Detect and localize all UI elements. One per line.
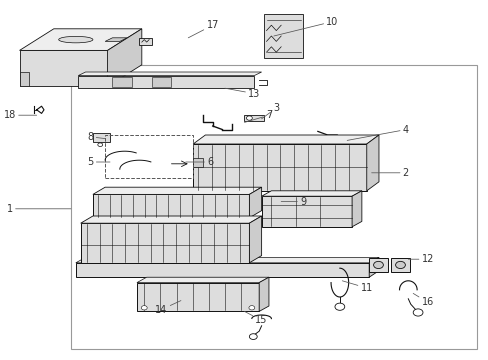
Circle shape bbox=[98, 143, 102, 147]
Polygon shape bbox=[105, 38, 127, 41]
Circle shape bbox=[249, 334, 257, 339]
Polygon shape bbox=[93, 194, 249, 218]
Polygon shape bbox=[20, 50, 107, 86]
Text: 15: 15 bbox=[244, 311, 267, 325]
Polygon shape bbox=[81, 216, 261, 223]
Circle shape bbox=[246, 116, 252, 120]
Polygon shape bbox=[193, 135, 378, 144]
Text: 11: 11 bbox=[342, 281, 372, 293]
Text: 9: 9 bbox=[281, 197, 305, 207]
Polygon shape bbox=[81, 223, 249, 263]
Polygon shape bbox=[244, 115, 264, 121]
Polygon shape bbox=[264, 14, 303, 58]
Bar bbox=[105, 135, 193, 178]
Polygon shape bbox=[351, 191, 361, 227]
Polygon shape bbox=[368, 257, 378, 277]
Polygon shape bbox=[249, 216, 261, 263]
Polygon shape bbox=[193, 144, 366, 191]
Polygon shape bbox=[78, 72, 261, 76]
Polygon shape bbox=[20, 72, 29, 86]
Text: 5: 5 bbox=[87, 157, 110, 167]
Circle shape bbox=[412, 309, 422, 316]
Polygon shape bbox=[193, 158, 203, 167]
Bar bbox=[71, 65, 476, 349]
Circle shape bbox=[334, 303, 344, 310]
Text: 16: 16 bbox=[412, 293, 433, 307]
Bar bbox=[390, 258, 409, 272]
Polygon shape bbox=[261, 191, 361, 196]
Polygon shape bbox=[261, 196, 351, 227]
Polygon shape bbox=[20, 29, 142, 50]
Bar bbox=[151, 77, 171, 87]
Polygon shape bbox=[76, 263, 368, 277]
Text: 17: 17 bbox=[188, 20, 219, 38]
Text: 1: 1 bbox=[7, 204, 71, 214]
Text: 10: 10 bbox=[273, 17, 338, 36]
Polygon shape bbox=[76, 257, 378, 263]
Text: 2: 2 bbox=[371, 168, 408, 178]
Text: 4: 4 bbox=[346, 125, 408, 140]
Ellipse shape bbox=[59, 36, 93, 43]
Bar bbox=[93, 133, 110, 142]
Circle shape bbox=[248, 306, 254, 310]
Text: 13: 13 bbox=[224, 88, 260, 99]
Text: 14: 14 bbox=[155, 301, 181, 315]
Bar bbox=[368, 258, 387, 272]
Circle shape bbox=[141, 306, 147, 310]
Polygon shape bbox=[366, 135, 378, 191]
Text: 7: 7 bbox=[244, 110, 271, 122]
Polygon shape bbox=[139, 38, 151, 45]
Polygon shape bbox=[137, 277, 268, 283]
Polygon shape bbox=[137, 283, 259, 311]
Circle shape bbox=[395, 261, 405, 269]
Polygon shape bbox=[93, 187, 261, 194]
Text: 12: 12 bbox=[407, 254, 433, 264]
Text: 18: 18 bbox=[3, 110, 37, 120]
Polygon shape bbox=[249, 187, 261, 218]
Text: 6: 6 bbox=[185, 157, 213, 167]
Polygon shape bbox=[107, 29, 142, 86]
Text: 3: 3 bbox=[261, 103, 279, 119]
Polygon shape bbox=[259, 277, 268, 311]
Polygon shape bbox=[78, 76, 254, 88]
Text: 8: 8 bbox=[87, 132, 105, 142]
Bar bbox=[112, 77, 132, 87]
Circle shape bbox=[373, 261, 383, 269]
